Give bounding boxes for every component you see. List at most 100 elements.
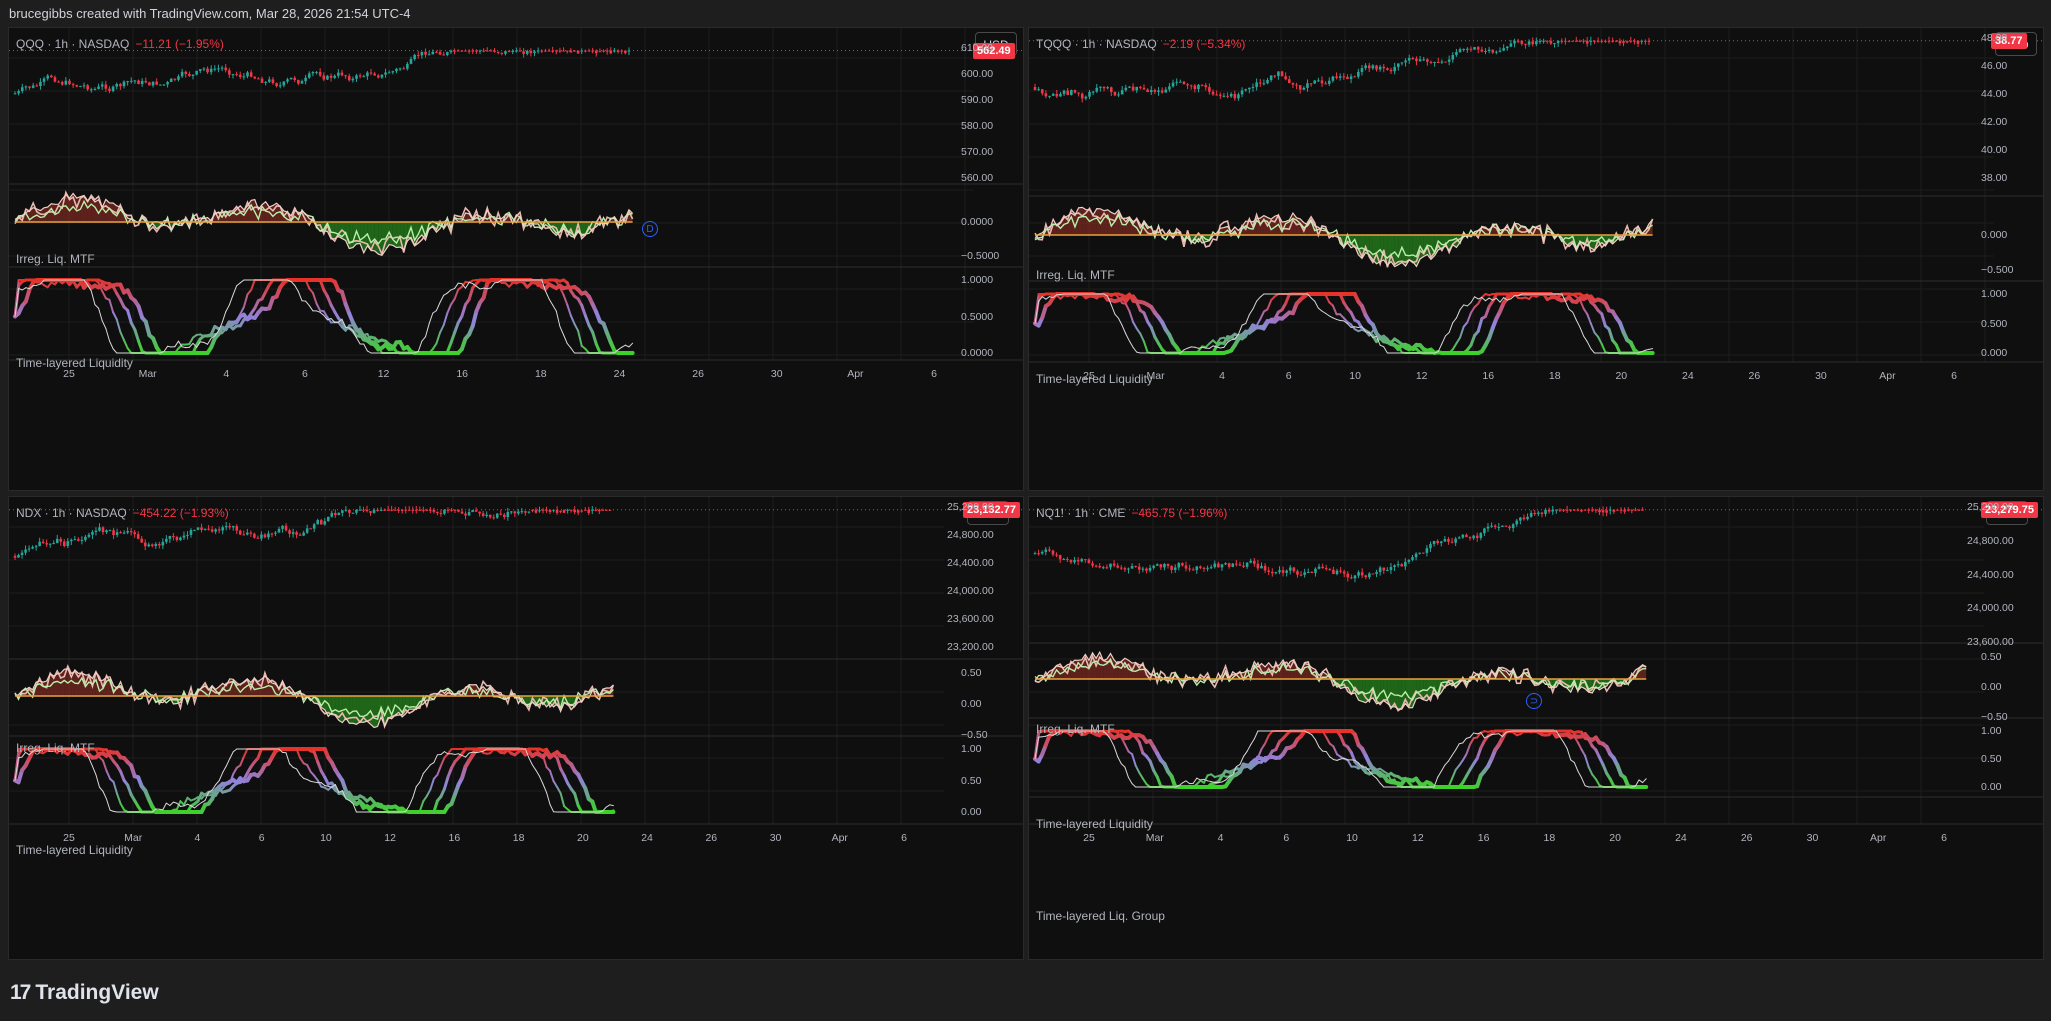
tll-axis-tick: 0.000: [1981, 347, 2008, 359]
time-axis-tick: 24: [613, 368, 626, 380]
time-axis-tick: 12: [1415, 370, 1428, 382]
time-axis-tick: 6: [1941, 832, 1947, 844]
time-axis-tick: Apr: [1879, 370, 1896, 382]
tll-axis-tick: 0.50: [961, 774, 982, 787]
tll-axis-tick: 0.500: [1981, 317, 2008, 330]
time-axis-tick: 6: [1951, 370, 1957, 382]
time-axis-tick: 4: [194, 832, 201, 844]
time-axis-tick: 20: [1615, 370, 1628, 382]
time-axis-tick: Apr: [847, 368, 864, 380]
time-axis-tick: Mar: [1145, 832, 1164, 844]
price-axis-tick: 25,200.00: [1967, 501, 2014, 513]
chart-panel-nq1[interactable]: NQ1! · 1h · CME−465.75 (−1.96%) USD Irre…: [1028, 496, 2044, 960]
time-axis-tick: 10: [320, 832, 332, 844]
price-axis-tick: 24,000.00: [947, 585, 994, 597]
time-axis-tick: Mar: [138, 368, 157, 380]
irreg-axis-tick: 0.000: [1981, 229, 2008, 241]
header-bar: brucegibbs created with TradingView.com,…: [0, 0, 2051, 27]
tll-label: Time-layered Liquidity: [16, 843, 133, 857]
time-axis-tick: 6: [258, 832, 265, 844]
tradingview-logo-icon: 17: [10, 981, 31, 1004]
price-change: −2.19 (−5.34%): [1162, 37, 1246, 51]
price-axis-tick: 48.00: [1981, 32, 2008, 44]
tll-label: Time-layered Liquidity: [1036, 372, 1153, 386]
irreg-axis-tick: 0.50: [1981, 651, 2002, 663]
price-axis-tick: 560.00: [961, 172, 994, 184]
tll-axis-tick: 0.00: [1981, 781, 2002, 793]
irreg-axis-tick: 0.00: [961, 698, 982, 710]
split-marker-icon[interactable]: ⊃: [1526, 693, 1542, 709]
last-price-tag: 562.49: [973, 42, 1015, 59]
price-axis-tick: 24,800.00: [1967, 534, 2014, 547]
time-axis-tick: 10: [1346, 832, 1358, 844]
time-axis-tick: 24: [1682, 370, 1694, 382]
tll-axis-tick: 0.0000: [961, 347, 994, 359]
time-axis-tick: Apr: [831, 832, 848, 844]
time-axis-tick: 30: [769, 832, 782, 844]
time-axis-tick: 26: [1748, 370, 1761, 382]
time-axis-tick: 6: [1283, 832, 1290, 844]
tll-axis-tick: 1.000: [1981, 288, 2008, 300]
time-axis-tick: 20: [1609, 832, 1621, 844]
tll-label: Time-layered Liquidity: [16, 356, 133, 370]
time-axis-tick: 16: [1477, 832, 1490, 844]
irreg-axis-tick: −0.5000: [961, 250, 1000, 262]
irreg-liq-label: Irreg. Liq. MTF: [1036, 722, 1115, 736]
time-axis-tick: 16: [448, 832, 461, 844]
tradingview-logo[interactable]: 17 TradingView: [10, 981, 159, 1005]
symbol-title: NDX · 1h · NASDAQ −454.22 (−1.93%): [16, 506, 229, 520]
time-axis-tick: Apr: [1870, 832, 1887, 844]
tll-group-label: Time-layered Liq. Group: [1036, 909, 1165, 923]
time-axis-tick: 12: [377, 368, 390, 380]
irreg-axis-tick: 0.00: [1981, 681, 2002, 693]
chart-panel-qqq[interactable]: QQQ · 1h · NASDAQ−11.21 (−1.95%) USD Irr…: [8, 27, 1024, 491]
chart-panel-tqqq[interactable]: TQQQ · 1h · NASDAQ−2.19 (−5.34%) USD Irr…: [1028, 27, 2044, 491]
tll-axis-tick: 0.5000: [961, 310, 994, 323]
time-axis-tick: 25: [63, 368, 75, 380]
price-axis-tick: 23,600.00: [947, 613, 994, 625]
time-axis-tick: 20: [577, 832, 589, 844]
tll-axis-tick: 1.0000: [961, 274, 994, 286]
irreg-liq-label: Irreg. Liq. MTF: [16, 741, 95, 755]
dividend-marker-icon[interactable]: D: [642, 221, 658, 237]
time-axis-tick: 25: [1083, 370, 1095, 382]
price-axis-tick: 42.00: [1981, 116, 2008, 128]
irreg-axis-tick: −0.500: [1981, 264, 2014, 276]
time-axis-tick: 18: [1543, 832, 1556, 844]
last-price-tag: 23,279.75: [1981, 501, 2038, 518]
chart-panel-ndx[interactable]: NDX · 1h · NASDAQ−454.22 (−1.93%) USD Ir…: [8, 496, 1024, 960]
time-axis-tick: 25: [63, 832, 75, 844]
last-price-tag: 38.77: [1991, 32, 2027, 49]
irreg-axis-tick: −0.50: [1981, 711, 2008, 723]
time-axis-tick: 6: [901, 832, 907, 844]
price-axis-tick: 600.00: [961, 68, 994, 80]
tll-axis-tick: 1.00: [961, 743, 982, 755]
price-axis-tick: 40.00: [1981, 144, 2008, 156]
price-axis-tick: 24,800.00: [947, 529, 994, 541]
header-text: brucegibbs created with TradingView.com,…: [9, 6, 411, 21]
time-axis-tick: 26: [1740, 832, 1753, 844]
price-axis-tick: 23,600.00: [1967, 636, 2014, 648]
price-axis-tick: 24,000.00: [1967, 602, 2014, 615]
irreg-axis-tick: 0.50: [961, 667, 982, 679]
price-change: −11.21 (−1.95%): [135, 37, 224, 51]
time-axis-tick: 18: [512, 832, 525, 844]
time-axis-tick: 16: [1482, 370, 1495, 382]
price-axis-tick: 23,200.00: [947, 641, 994, 653]
time-axis-tick: 4: [1219, 370, 1225, 382]
price-axis-tick: 610.00: [961, 42, 994, 54]
price-axis-tick: 46.00: [1981, 60, 2008, 72]
tll-axis-tick: 0.50: [1981, 753, 2002, 765]
price-axis-tick: 570.00: [961, 146, 994, 158]
price-axis-tick: 44.00: [1981, 88, 2008, 100]
time-axis-tick: 30: [1815, 370, 1827, 382]
time-axis-tick: 6: [301, 368, 308, 380]
price-axis-tick: 590.00: [961, 94, 994, 106]
tll-axis-tick: 0.00: [961, 806, 982, 818]
time-axis-tick: Mar: [1146, 370, 1165, 382]
irreg-axis-tick: 0.0000: [961, 216, 994, 228]
price-axis-tick: 25,200.00: [947, 501, 994, 513]
time-axis-tick: 6: [1285, 370, 1292, 382]
irreg-axis-tick: −0.50: [961, 729, 988, 741]
tll-axis-tick: 1.00: [1981, 725, 2002, 737]
